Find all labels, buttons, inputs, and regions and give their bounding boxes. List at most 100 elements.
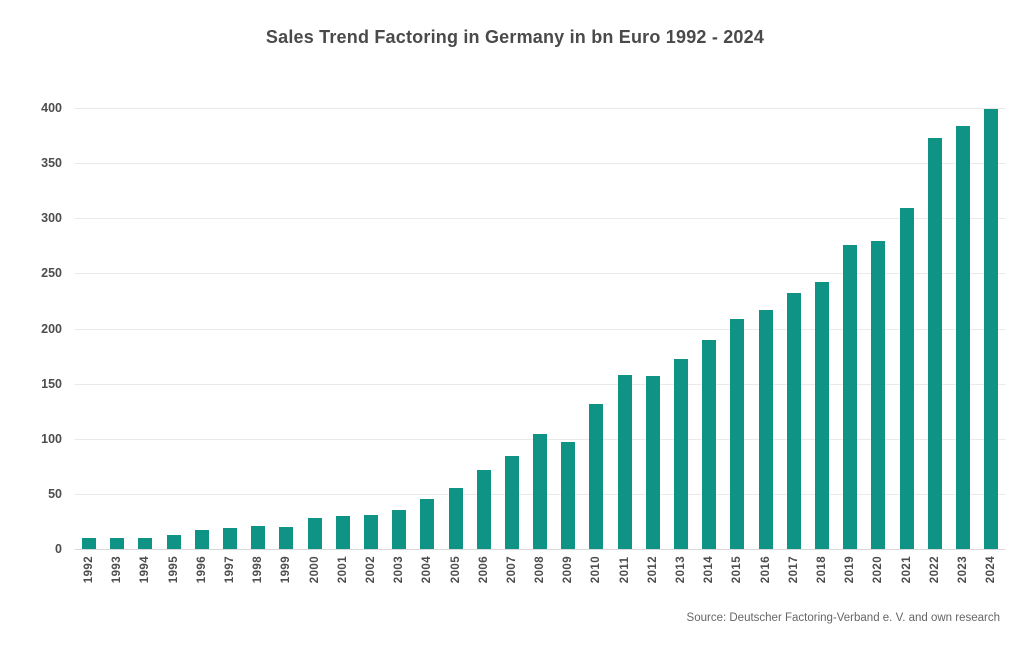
bar-2011 [617,374,632,549]
bar-2023 [955,125,970,549]
gridline-200 [75,328,1005,330]
bar-slot-1992 [75,108,103,549]
x-tick-slot-2019: 2019 [836,556,864,583]
x-tick-slot-2015: 2015 [723,556,751,583]
x-tick-slot-1993: 1993 [103,556,131,583]
bar-slot-1997 [216,108,244,549]
bar-slot-2020 [864,108,892,549]
x-tick-label-2003: 2003 [393,556,406,584]
x-tick-label-2021: 2021 [900,556,913,584]
x-tick-slot-2004: 2004 [413,556,441,583]
x-tick-slot-2001: 2001 [329,556,357,583]
y-tick-label-300: 300 [41,211,62,226]
bar-slot-1996 [188,108,216,549]
x-tick-slot-2000: 2000 [301,556,329,583]
bar-slot-2013 [667,108,695,549]
bar-slot-2008 [526,108,554,549]
bar-slot-2015 [723,108,751,549]
x-tick-label-2006: 2006 [477,556,490,584]
x-tick-slot-1994: 1994 [131,556,159,583]
bar-2015 [730,318,745,549]
y-tick-label-250: 250 [41,266,62,281]
gridline-150 [75,383,1005,385]
gridline-0 [75,549,1005,550]
x-tick-label-2017: 2017 [787,556,800,584]
gridline-300 [75,218,1005,220]
x-tick-label-2018: 2018 [815,556,828,584]
x-tick-slot-1996: 1996 [188,556,216,583]
x-tick-label-2016: 2016 [759,556,772,584]
y-tick-label-150: 150 [41,376,62,391]
bar-2000 [307,518,322,549]
bar-slot-2003 [385,108,413,549]
x-tick-slot-2010: 2010 [582,556,610,583]
x-tick-slot-2008: 2008 [526,556,554,583]
bar-slot-2009 [554,108,582,549]
x-tick-label-2010: 2010 [590,556,603,584]
bar-slot-2017 [780,108,808,549]
bar-2016 [758,309,773,549]
bar-slot-2000 [301,108,329,549]
x-tick-slot-2022: 2022 [921,556,949,583]
x-tick-slot-2017: 2017 [780,556,808,583]
x-axis-labels: 1992 1993 1994 1995 1996 1997 1998 1999 2000 2001… [75,556,1005,583]
bar-2017 [786,293,801,549]
bar-1998 [251,525,266,549]
x-tick-label-1994: 1994 [139,556,152,584]
y-tick-label-200: 200 [41,321,62,336]
x-tick-label-2020: 2020 [872,556,885,584]
x-tick-label-1996: 1996 [195,556,208,584]
gridline-350 [75,163,1005,165]
y-tick-label-50: 50 [48,486,62,501]
bar-2013 [674,359,689,549]
x-tick-label-1995: 1995 [167,556,180,584]
bar-1995 [166,534,181,549]
bar-slot-2022 [921,108,949,549]
bar-2020 [871,241,886,549]
x-tick-slot-2005: 2005 [441,556,469,583]
bar-1993 [110,538,125,549]
bar-slot-2016 [752,108,780,549]
x-tick-slot-2020: 2020 [864,556,892,583]
bar-slot-2012 [639,108,667,549]
x-tick-label-1998: 1998 [252,556,265,584]
x-tick-slot-2024: 2024 [977,556,1005,583]
x-tick-label-2011: 2011 [618,556,631,584]
bar-2018 [814,282,829,549]
bar-2002 [363,514,378,549]
bar-2019 [843,244,858,549]
x-tick-slot-2013: 2013 [667,556,695,583]
x-tick-label-2023: 2023 [956,556,969,584]
x-tick-slot-2003: 2003 [385,556,413,583]
gridline-250 [75,273,1005,275]
bar-2014 [702,339,717,549]
x-tick-label-2014: 2014 [703,556,716,584]
x-tick-slot-2007: 2007 [498,556,526,583]
x-tick-label-2008: 2008 [534,556,547,584]
x-tick-label-2001: 2001 [336,556,349,584]
x-tick-label-1999: 1999 [280,556,293,584]
bar-2007 [504,456,519,549]
x-tick-slot-2011: 2011 [611,556,639,584]
bar-2001 [335,515,350,549]
bar-slot-2007 [498,108,526,549]
bar-1997 [223,528,238,549]
bar-slot-2002 [357,108,385,549]
x-tick-slot-1997: 1997 [216,556,244,583]
bar-slot-1993 [103,108,131,549]
bar-slot-2001 [329,108,357,549]
bar-1992 [82,538,97,549]
x-tick-slot-2006: 2006 [470,556,498,583]
bar-series [75,108,1005,549]
x-tick-label-2004: 2004 [421,556,434,584]
bar-2009 [561,442,576,549]
gridline-400 [75,108,1005,109]
x-tick-slot-1992: 1992 [75,556,103,583]
x-tick-slot-2009: 2009 [554,556,582,583]
x-tick-slot-1999: 1999 [272,556,300,583]
bar-1994 [138,538,153,549]
x-tick-label-1993: 1993 [111,556,124,584]
x-tick-slot-2023: 2023 [949,556,977,583]
y-tick-label-100: 100 [41,431,62,446]
bar-1999 [279,526,294,549]
